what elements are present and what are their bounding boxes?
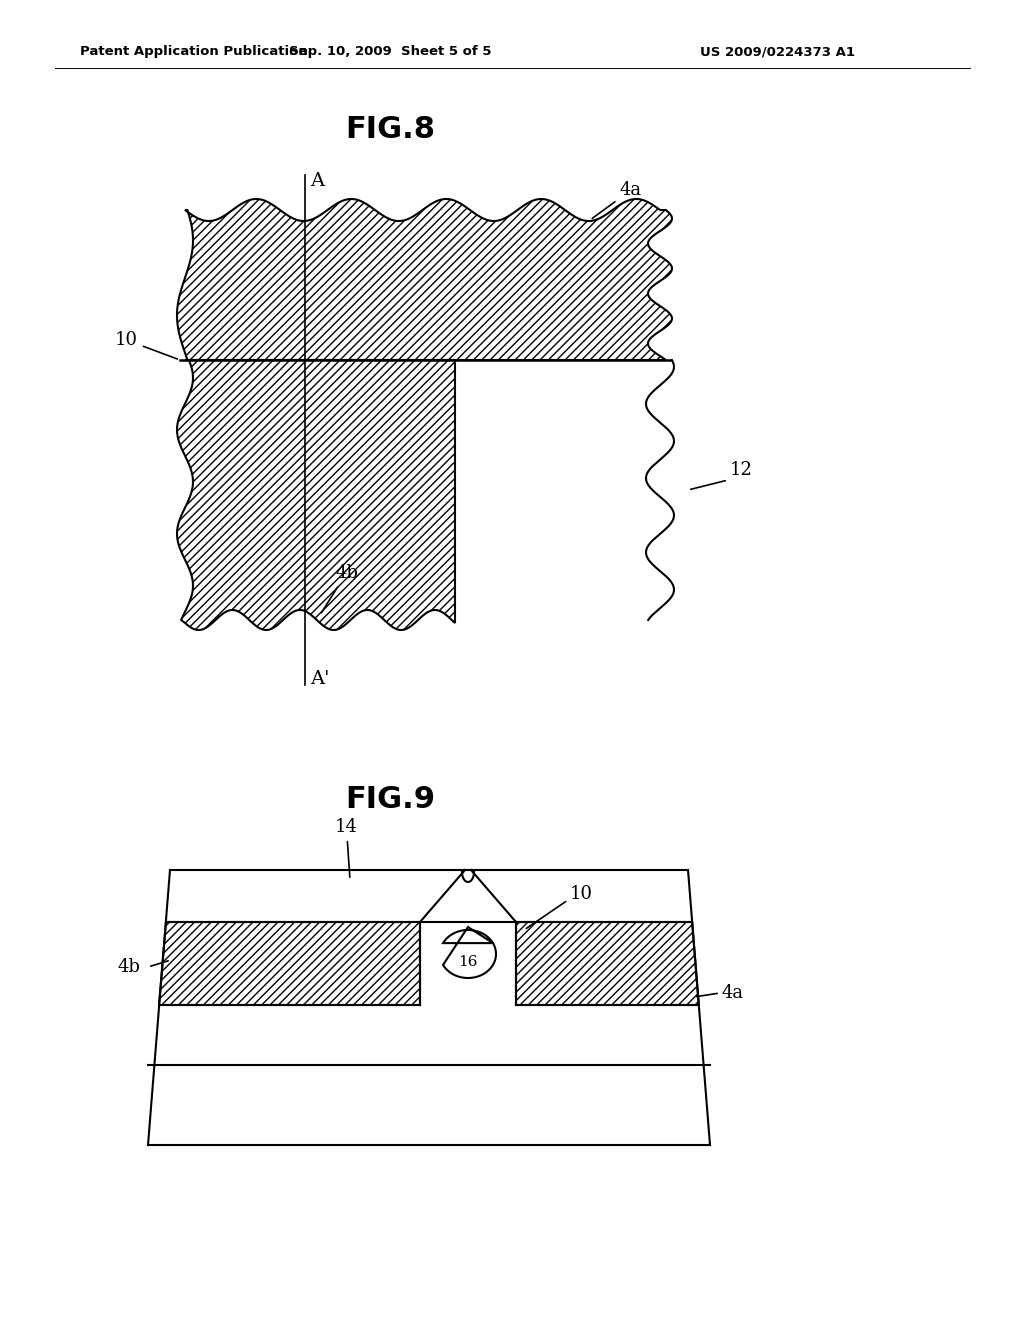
Text: 4b: 4b [117, 958, 140, 975]
Text: 10: 10 [570, 884, 593, 903]
Text: FIG.9: FIG.9 [345, 785, 435, 814]
Text: 14: 14 [335, 818, 357, 878]
Text: Sep. 10, 2009  Sheet 5 of 5: Sep. 10, 2009 Sheet 5 of 5 [289, 45, 492, 58]
Text: 4a: 4a [592, 181, 642, 218]
Text: 16: 16 [459, 954, 478, 969]
Polygon shape [516, 921, 698, 1005]
Text: A': A' [310, 671, 330, 688]
Polygon shape [177, 360, 455, 630]
Text: 10: 10 [115, 331, 177, 359]
Text: FIG.8: FIG.8 [345, 116, 435, 144]
Text: 4b: 4b [322, 564, 357, 612]
Text: US 2009/0224373 A1: US 2009/0224373 A1 [700, 45, 855, 58]
Text: A: A [310, 172, 325, 190]
Polygon shape [177, 199, 672, 360]
Text: 12: 12 [730, 461, 753, 479]
Text: 4a: 4a [722, 983, 744, 1002]
Polygon shape [159, 921, 420, 1005]
Text: Patent Application Publication: Patent Application Publication [80, 45, 308, 58]
Polygon shape [443, 927, 496, 978]
